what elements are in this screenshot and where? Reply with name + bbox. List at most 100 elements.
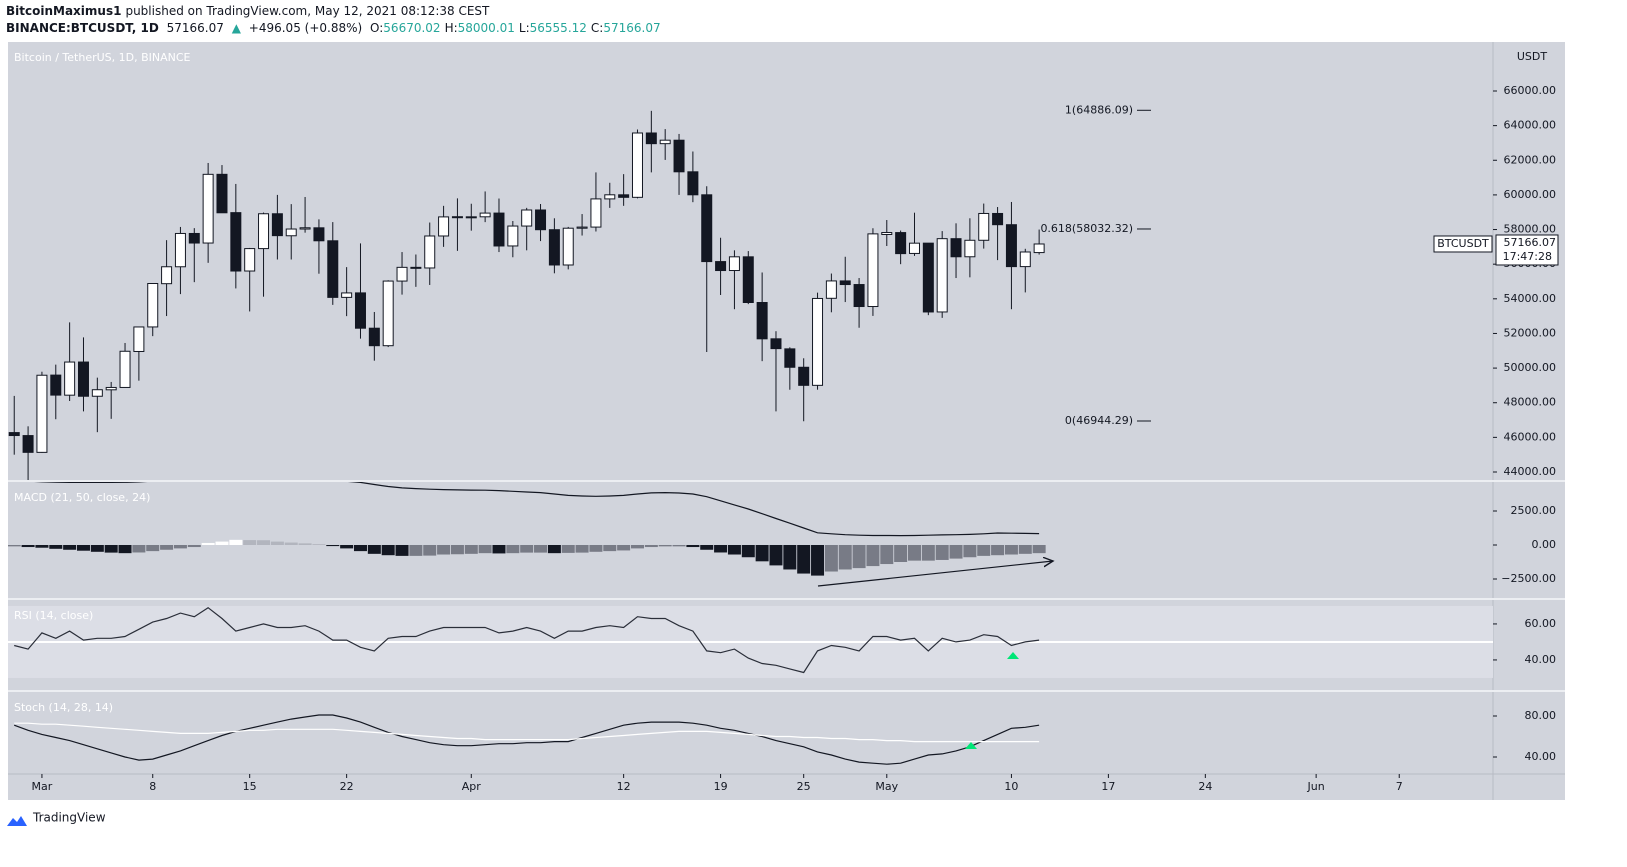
ohlc-label: O:: [370, 21, 384, 35]
macd-histogram-bar: [423, 544, 437, 556]
candle-body: [493, 212, 505, 247]
candle-body: [313, 227, 325, 242]
candle-body: [701, 194, 713, 263]
candle-body: [839, 280, 851, 286]
macd-histogram-bar: [907, 544, 921, 561]
ohlc-label: H:: [444, 21, 458, 35]
macd-histogram-bar: [755, 544, 769, 562]
macd-histogram-bar: [811, 544, 825, 576]
candle-body: [950, 238, 962, 258]
macd-histogram-bar: [104, 544, 118, 553]
y-tick-label: 44000.00: [1504, 465, 1557, 478]
indicator-title: RSI (14, close): [14, 609, 93, 622]
macd-histogram-bar: [367, 544, 381, 554]
macd-histogram-bar: [312, 544, 326, 545]
change-arrow: ▲: [231, 21, 241, 35]
countdown: 17:47:28: [1503, 250, 1552, 263]
candle-body: [64, 361, 76, 396]
chart-title: Bitcoin / TetherUS, 1D, BINANCE: [14, 51, 191, 64]
candle-body: [451, 216, 463, 219]
macd-histogram-bar: [963, 544, 977, 558]
x-tick-label: 8: [149, 780, 156, 793]
ohlc-item: L:56555.12: [519, 21, 587, 35]
ohlc-value: 56670.02: [383, 21, 441, 35]
x-tick-label: 10: [1004, 780, 1018, 793]
y-tick-label: 62000.00: [1504, 153, 1557, 166]
signal-marker: [965, 742, 977, 749]
macd-histogram-bar: [49, 544, 63, 549]
macd-histogram-bar: [90, 544, 104, 552]
candle-body: [895, 232, 907, 255]
candle-body: [396, 266, 408, 282]
ohlc-value: 58000.01: [457, 21, 515, 35]
macd-histogram-bar: [340, 544, 354, 549]
ohlc-item: C:57166.07: [591, 21, 661, 35]
candle-body: [271, 213, 283, 237]
ohlc: O:56670.02 H:58000.01 L:56555.12 C:57166.07: [370, 21, 665, 35]
macd-histogram-bar: [783, 544, 797, 570]
macd-histogram-bar: [381, 544, 395, 556]
macd-histogram-bar: [741, 544, 755, 558]
macd-histogram-bar: [866, 544, 880, 567]
candle-body: [992, 212, 1004, 226]
y-tick-label: 80.00: [1525, 709, 1557, 722]
candle-body: [1019, 251, 1031, 268]
macd-histogram-bar: [76, 544, 90, 551]
macd-histogram-bar: [450, 544, 464, 555]
brand[interactable]: TradingView: [32, 811, 106, 825]
macd-histogram-bar: [1032, 544, 1046, 554]
macd-histogram-bar: [547, 544, 561, 554]
candle-body: [964, 239, 976, 258]
currency[interactable]: USDT: [1517, 50, 1548, 63]
macd-histogram-bar: [409, 544, 423, 556]
indicator-line: [14, 606, 1040, 674]
candle-body: [161, 266, 173, 285]
macd-histogram-bar: [298, 543, 312, 545]
candle-body: [202, 173, 214, 244]
ohlc-label: C:: [590, 21, 604, 35]
candle-body: [742, 256, 754, 304]
candle-body: [36, 374, 48, 453]
candle-body: [812, 297, 824, 386]
logo[interactable]: TradingView: [7, 811, 106, 827]
macd-histogram-bar: [534, 544, 548, 553]
macd-histogram-bar: [243, 540, 257, 545]
y-tick-label: 52000.00: [1504, 326, 1557, 339]
macd-histogram-bar: [21, 544, 35, 548]
macd-histogram-bar: [132, 544, 146, 553]
x-tick-label: 15: [243, 780, 257, 793]
x-tick-label: Jun: [1307, 780, 1325, 793]
candle-body: [881, 232, 893, 235]
macd-histogram-bar: [395, 544, 409, 556]
macd-histogram-bar: [270, 541, 284, 545]
candle-body: [424, 235, 436, 269]
candle-body: [479, 212, 491, 218]
candle-body: [978, 212, 990, 241]
macd-histogram-bar: [575, 544, 589, 553]
macd-histogram-bar: [1004, 544, 1018, 555]
x-tick-label: 25: [797, 780, 811, 793]
macd-histogram-bar: [894, 544, 908, 562]
plot-layer: 44000.00 46000.00 48000.00 50000.00 52000.00…: [8, 84, 1565, 793]
macd-histogram-bar: [506, 544, 520, 554]
macd-histogram-bar: [520, 544, 534, 553]
macd-histogram-bar: [160, 544, 174, 550]
x-tick-label: 19: [714, 780, 728, 793]
indicator-pane: [8, 482, 1046, 576]
ohlc-item: O:56670.02: [370, 21, 441, 35]
macd-histogram-bar: [146, 544, 160, 552]
x-tick-label: 24: [1198, 780, 1212, 793]
indicator-pane: [13, 714, 1040, 765]
y-tick-label: 50000.00: [1504, 361, 1557, 374]
candle-body: [631, 132, 643, 198]
y-tick-label: 40.00: [1525, 653, 1557, 666]
symbol: BINANCE:BTCUSDT, 1D: [6, 21, 159, 35]
y-tick-label: 0.00: [1532, 538, 1557, 551]
indicator-line: [13, 714, 1040, 765]
publish-info: published on TradingView.com, May 12, 20…: [125, 4, 490, 18]
macd-histogram-bar: [797, 544, 811, 574]
macd-histogram-bar: [353, 544, 367, 552]
author[interactable]: BitcoinMaximus1: [6, 4, 122, 18]
candle-body: [465, 216, 477, 219]
y-tick-label: 60.00: [1525, 617, 1557, 630]
